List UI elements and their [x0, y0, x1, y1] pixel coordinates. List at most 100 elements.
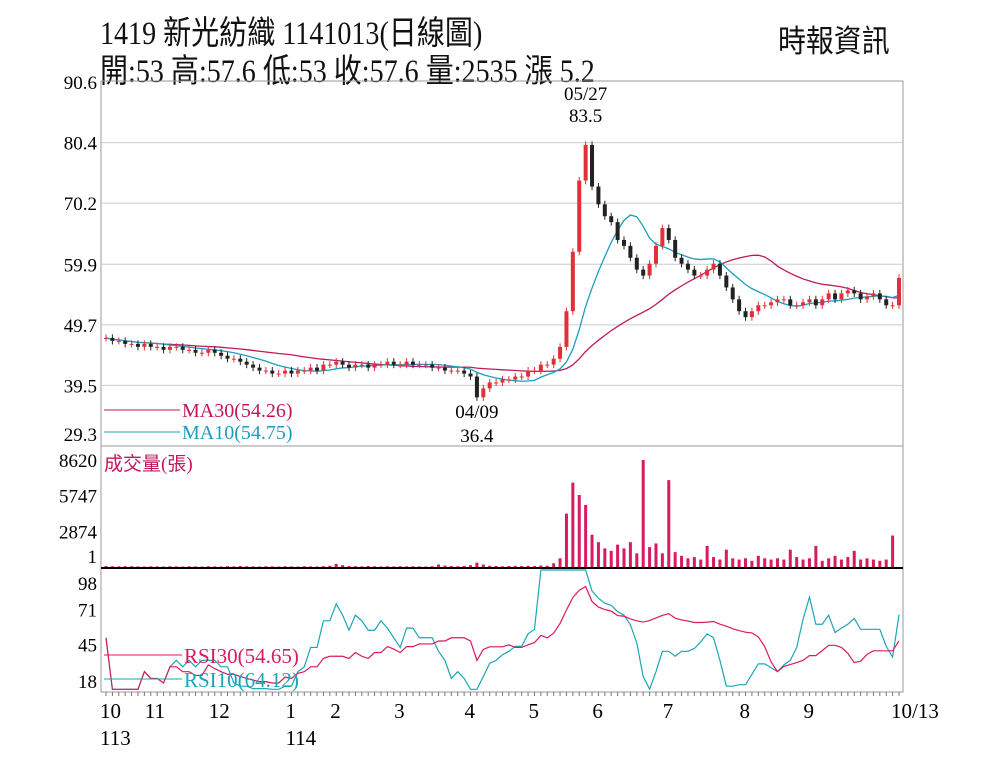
- candle-body: [813, 299, 818, 306]
- candle-body: [871, 293, 876, 297]
- volume-bar: [712, 557, 716, 567]
- candle-body: [474, 376, 479, 398]
- volume-bar: [251, 566, 255, 567]
- candle-body: [391, 361, 396, 365]
- volume-bar: [494, 566, 498, 567]
- volume-bar: [238, 566, 242, 567]
- candle-body: [711, 263, 716, 270]
- volume-bar: [373, 566, 377, 567]
- candle-body: [897, 277, 901, 306]
- candle-body: [353, 364, 358, 368]
- candle-body: [858, 293, 863, 300]
- x-tick-label: 3: [394, 699, 405, 723]
- candle-body: [801, 302, 806, 306]
- volume-bar: [660, 553, 664, 567]
- volume-bar: [539, 565, 543, 567]
- price-tick-label: 70.2: [64, 194, 97, 215]
- volume-bar: [353, 566, 357, 567]
- candle-body: [615, 222, 620, 240]
- volume-bar: [392, 566, 396, 567]
- candle-body: [602, 204, 607, 217]
- volume-bar: [590, 534, 594, 567]
- candle-body: [270, 370, 275, 374]
- candle-body: [660, 228, 665, 246]
- volume-bar: [443, 565, 447, 567]
- volume-bar: [552, 563, 556, 567]
- candle-body: [583, 144, 588, 181]
- candle-body: [385, 361, 390, 365]
- candle-body: [724, 275, 729, 288]
- volume-bar: [110, 566, 114, 567]
- volume-bar: [411, 566, 415, 567]
- legend-rsi30: RSI30(54.65): [184, 644, 299, 668]
- candle-body: [110, 337, 115, 341]
- volume-bar: [699, 559, 703, 567]
- candle-body: [155, 346, 160, 348]
- candle-body: [142, 343, 147, 347]
- candle-body: [679, 257, 684, 264]
- candle-body: [634, 257, 639, 270]
- volume-bar: [571, 482, 575, 567]
- volume-bar: [859, 559, 863, 567]
- candle-body: [749, 311, 754, 318]
- candle-body: [327, 364, 332, 366]
- candle-body: [500, 379, 505, 383]
- volume-bar: [648, 547, 652, 567]
- candle-body: [865, 296, 870, 300]
- brand-label: 時報資訊: [778, 24, 890, 59]
- plot-frame: [100, 80, 904, 693]
- candle-body: [244, 361, 249, 365]
- candle-body: [666, 228, 671, 240]
- volume-bar: [206, 566, 210, 567]
- volume-bar: [807, 558, 811, 567]
- rsi-tick-label: 71: [78, 600, 97, 621]
- candle-body: [794, 305, 799, 307]
- candle-body: [135, 343, 140, 347]
- volume-bar: [641, 460, 645, 567]
- volume-bar: [232, 566, 236, 567]
- volume-bar: [341, 565, 345, 567]
- rsi-line-rsi10: [105, 569, 900, 691]
- candle-body: [104, 337, 108, 339]
- volume-bar: [264, 566, 268, 567]
- candle-body: [647, 263, 652, 276]
- volume-bar: [564, 513, 568, 567]
- candle-body: [455, 370, 460, 372]
- volume-bar: [737, 559, 741, 567]
- candle-body: [276, 373, 281, 375]
- volume-bar: [532, 566, 536, 567]
- volume-bar: [283, 566, 287, 567]
- volume-bar: [891, 535, 895, 567]
- candle-body: [174, 346, 179, 348]
- candle-body: [545, 364, 550, 366]
- volume-bar: [718, 559, 722, 567]
- volume-bar: [584, 504, 588, 567]
- candle-body: [519, 376, 524, 378]
- price-tick-label: 90.6: [64, 73, 97, 94]
- candle-body: [129, 343, 134, 345]
- legend-rsi10: RSI10(64.12): [184, 668, 299, 692]
- x-year-label: 114: [285, 726, 316, 750]
- volume-bar: [123, 566, 127, 567]
- candle-body: [212, 349, 217, 353]
- candle-body: [558, 346, 563, 359]
- volume-bar: [430, 566, 434, 567]
- candle-body: [436, 367, 441, 369]
- volume-bar: [226, 566, 230, 567]
- x-tick-label: 5: [528, 699, 539, 723]
- volume-bar: [155, 566, 159, 567]
- candle-body: [180, 346, 185, 350]
- candle-body: [852, 290, 857, 294]
- candle-body: [551, 358, 556, 365]
- volume-bar: [628, 542, 632, 567]
- candle-body: [737, 299, 742, 312]
- legend-ma10: MA10(54.75): [182, 422, 293, 444]
- candle-body: [788, 299, 793, 306]
- candle-body: [743, 311, 748, 318]
- candle-body: [302, 370, 307, 372]
- candle-body: [596, 186, 601, 205]
- volume-bar: [667, 480, 671, 567]
- volume-bar: [680, 555, 684, 567]
- candle-body: [199, 352, 204, 354]
